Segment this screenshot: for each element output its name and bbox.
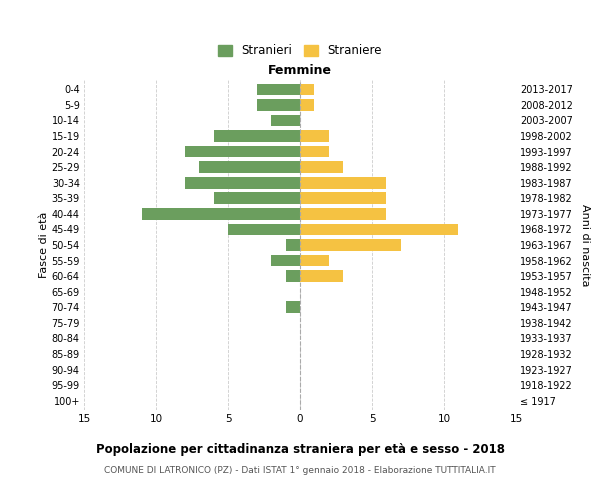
Bar <box>286 302 300 313</box>
Bar <box>300 192 386 204</box>
Legend: Stranieri, Straniere: Stranieri, Straniere <box>213 40 387 62</box>
Bar <box>300 208 386 220</box>
Bar <box>300 84 314 95</box>
Bar <box>300 254 329 266</box>
Bar <box>300 99 314 110</box>
Bar <box>286 239 300 251</box>
Bar <box>185 146 300 158</box>
Bar <box>300 130 329 142</box>
Bar <box>199 162 300 173</box>
Bar <box>300 146 329 158</box>
Bar <box>300 224 458 235</box>
Bar <box>214 192 300 204</box>
Bar <box>257 99 300 110</box>
Bar <box>214 130 300 142</box>
Bar <box>228 224 300 235</box>
Text: Popolazione per cittadinanza straniera per età e sesso - 2018: Popolazione per cittadinanza straniera p… <box>95 442 505 456</box>
Bar <box>257 84 300 95</box>
Y-axis label: Fasce di età: Fasce di età <box>38 212 49 278</box>
Y-axis label: Anni di nascita: Anni di nascita <box>580 204 590 286</box>
Bar <box>300 162 343 173</box>
Bar <box>300 177 386 188</box>
Bar <box>286 270 300 282</box>
Bar <box>142 208 300 220</box>
Bar <box>271 254 300 266</box>
Bar <box>300 270 343 282</box>
Text: Femmine: Femmine <box>268 64 332 76</box>
Bar <box>271 114 300 126</box>
Bar <box>300 239 401 251</box>
Bar <box>185 177 300 188</box>
Text: COMUNE DI LATRONICO (PZ) - Dati ISTAT 1° gennaio 2018 - Elaborazione TUTTITALIA.: COMUNE DI LATRONICO (PZ) - Dati ISTAT 1°… <box>104 466 496 475</box>
